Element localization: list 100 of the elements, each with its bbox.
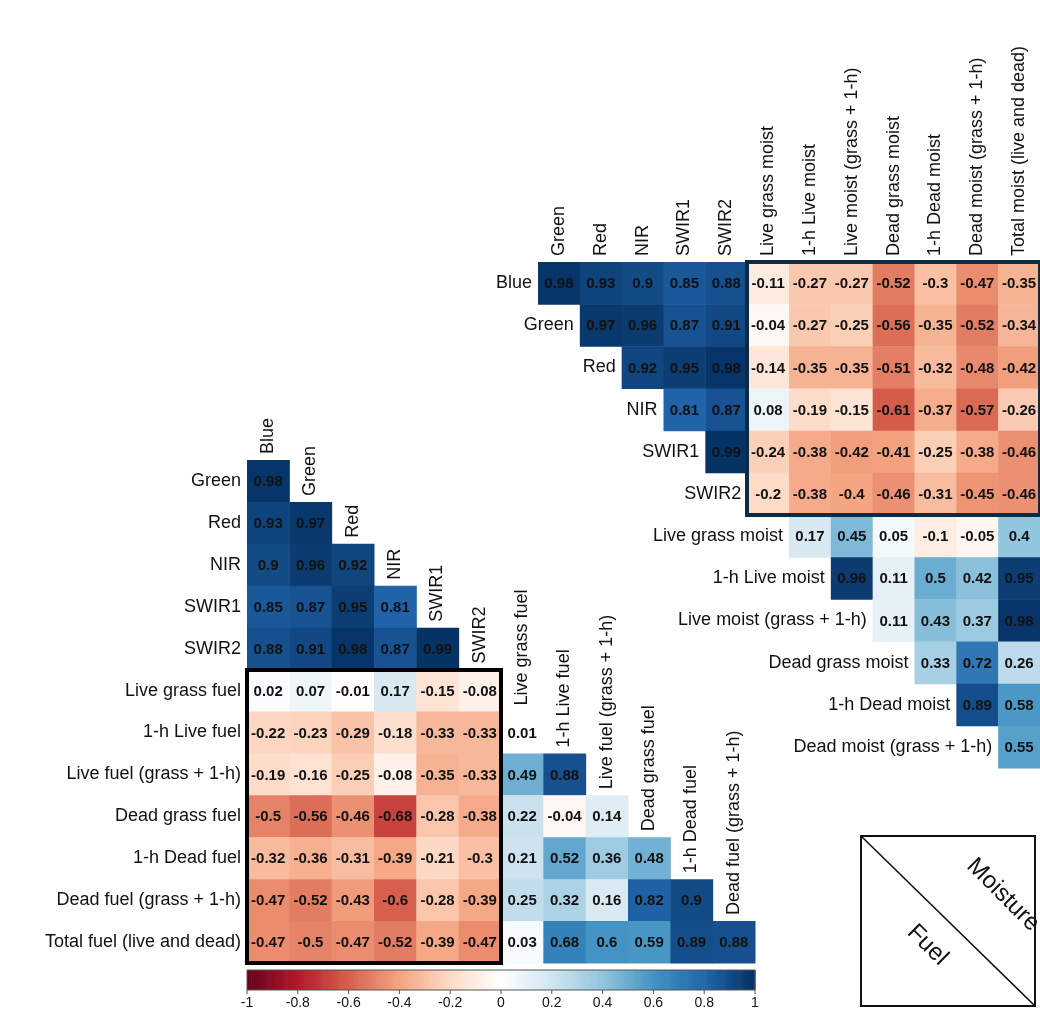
data-label: 0.52 xyxy=(549,849,580,867)
data-label: -0.43 xyxy=(335,891,370,909)
data-label: 0.97 xyxy=(295,514,326,532)
y-tick-label: Live grass moist xyxy=(652,525,783,546)
data-label: -0.46 xyxy=(1001,485,1037,503)
data-label: -0.32 xyxy=(251,849,286,867)
data-label: 0.07 xyxy=(295,681,326,699)
data-label: -0.19 xyxy=(792,400,828,418)
data-label: -0.35 xyxy=(420,765,455,783)
data-label: -0.47 xyxy=(462,933,497,951)
data-label: -0.61 xyxy=(876,400,911,418)
data-label: -0.47 xyxy=(960,274,995,292)
data-label: -0.4 xyxy=(838,485,866,503)
color-bar-label: -1 xyxy=(240,993,254,1010)
data-label: -0.5 xyxy=(255,807,282,825)
data-label: 0.88 xyxy=(253,639,283,657)
data-label: -0.38 xyxy=(462,807,497,825)
data-label: -0.25 xyxy=(335,765,370,783)
data-label: 0.98 xyxy=(711,358,741,376)
data-label: -0.56 xyxy=(876,316,911,334)
data-label: 0.01 xyxy=(507,723,537,741)
data-label: 0.95 xyxy=(669,358,700,376)
data-label: -0.33 xyxy=(462,723,497,741)
data-label: 0.17 xyxy=(380,681,410,699)
color-bar-label: -0.6 xyxy=(336,993,361,1010)
color-bar-label: -0.4 xyxy=(387,993,412,1010)
data-label: -0.1 xyxy=(922,527,949,545)
y-tick-label: 1-h Dead fuel xyxy=(132,847,241,868)
data-label: 0.97 xyxy=(586,316,616,334)
data-label: 0.87 xyxy=(669,316,700,334)
data-label: 0.03 xyxy=(507,933,537,951)
data-label: 0.49 xyxy=(507,765,537,783)
color-bar-label: 0.6 xyxy=(643,993,664,1010)
data-label: -0.28 xyxy=(420,807,455,825)
data-label: 0.11 xyxy=(879,569,908,587)
data-label: -0.33 xyxy=(462,765,497,783)
data-label: 0.9 xyxy=(681,891,702,909)
data-label: 0.6 xyxy=(596,933,618,951)
data-label: 0.99 xyxy=(422,639,453,657)
data-label: -0.56 xyxy=(293,807,328,825)
data-label: -0.37 xyxy=(918,400,953,418)
color-bar-label: -0.8 xyxy=(285,993,311,1010)
data-label: -0.04 xyxy=(750,316,786,334)
data-label: -0.52 xyxy=(876,274,911,292)
data-label: 0.89 xyxy=(676,933,707,951)
data-label: 0.22 xyxy=(507,807,537,825)
data-label: -0.14 xyxy=(750,358,786,376)
data-label: -0.36 xyxy=(293,849,328,867)
data-label: 0.91 xyxy=(295,639,326,657)
data-label: -0.68 xyxy=(378,807,413,825)
data-label: -0.08 xyxy=(462,681,497,699)
data-label: -0.57 xyxy=(960,400,995,418)
data-label: -0.38 xyxy=(792,485,828,503)
data-label: -0.39 xyxy=(378,849,413,867)
y-tick-label: Green xyxy=(190,469,241,490)
x-tick-label: Total moist (live and dead) xyxy=(1008,45,1029,256)
data-label: -0.46 xyxy=(335,807,370,825)
data-label: 0.98 xyxy=(253,472,283,490)
data-label: -0.24 xyxy=(750,442,786,460)
data-label: 0.88 xyxy=(549,765,580,783)
y-tick-label: Red xyxy=(207,511,241,532)
data-label: -0.27 xyxy=(792,316,828,334)
data-label: -0.42 xyxy=(834,442,869,460)
data-label: -0.35 xyxy=(834,358,869,376)
data-label: 0.08 xyxy=(753,400,783,418)
data-label: -0.2 xyxy=(755,485,782,503)
data-label: 0.81 xyxy=(380,597,410,615)
data-label: -0.39 xyxy=(462,891,497,909)
data-label: 0.21 xyxy=(507,849,537,867)
data-label: -0.47 xyxy=(251,891,286,909)
data-label: 0.36 xyxy=(592,849,622,867)
data-label: -0.51 xyxy=(876,358,911,376)
data-label: 0.93 xyxy=(253,514,283,532)
data-label: 0.99 xyxy=(711,442,741,460)
data-label: 0.05 xyxy=(878,527,909,545)
data-label: -0.08 xyxy=(378,765,413,783)
y-tick-label: Total fuel (live and dead) xyxy=(44,931,241,952)
data-label: -0.28 xyxy=(420,891,455,909)
data-label: -0.6 xyxy=(382,891,409,909)
data-label: -0.35 xyxy=(1001,274,1037,292)
data-label: -0.3 xyxy=(922,274,949,292)
data-label: 0.48 xyxy=(634,849,664,867)
data-label: 0.92 xyxy=(627,358,658,376)
data-label: 0.16 xyxy=(592,891,622,909)
data-label: 0.58 xyxy=(1004,695,1034,713)
data-label: 0.85 xyxy=(669,274,700,292)
data-label: -0.39 xyxy=(420,933,455,951)
data-label: -0.31 xyxy=(335,849,370,867)
data-label: -0.26 xyxy=(1001,400,1037,418)
data-label: 0.96 xyxy=(295,555,326,573)
data-label: 0.72 xyxy=(962,653,992,671)
data-label: -0.47 xyxy=(335,933,370,951)
data-label: -0.15 xyxy=(420,681,455,699)
data-label: 0.85 xyxy=(253,597,283,615)
data-label: -0.32 xyxy=(918,358,953,376)
data-label: 0.45 xyxy=(837,527,867,545)
data-label: 0.26 xyxy=(1004,653,1034,671)
data-label: 0.55 xyxy=(1004,738,1034,756)
data-label: -0.47 xyxy=(251,933,286,951)
data-label: 0.87 xyxy=(711,400,741,418)
